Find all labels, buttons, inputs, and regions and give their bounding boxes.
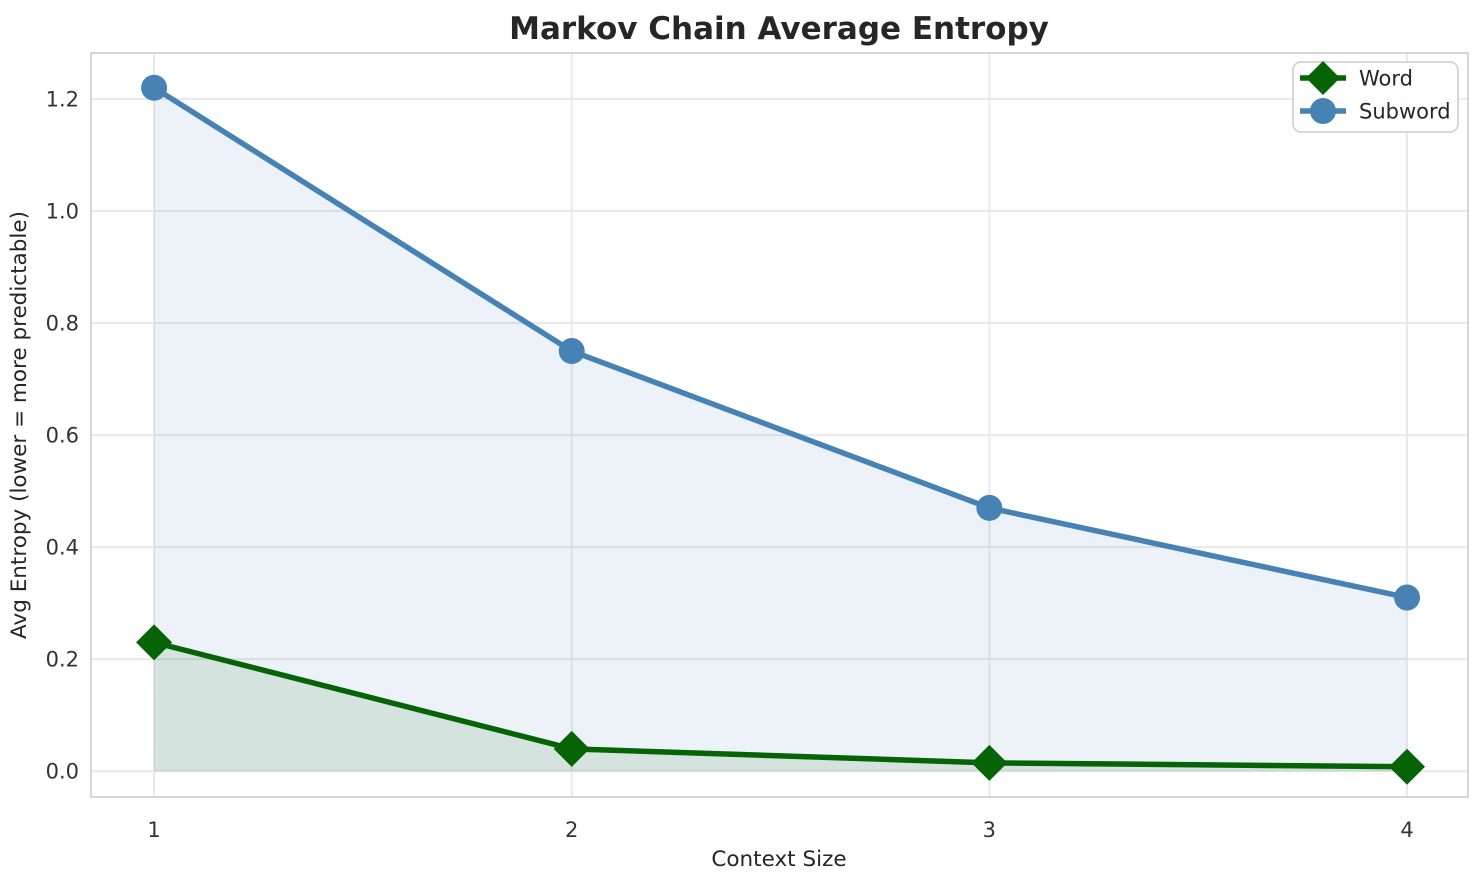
chart-title: Markov Chain Average Entropy: [509, 11, 1049, 47]
subword-series-line: [151, 84, 1410, 601]
legend-item-word: Word: [1300, 61, 1413, 95]
tick-label-layer: 0.0 0.2 0.4 0.6 0.8 1.0 1.2 1 2 3 4: [46, 87, 1414, 842]
plot-spine-layer: [90, 52, 1469, 798]
y-tick-label: 0.8: [46, 312, 79, 336]
x-tick-label: 3: [983, 818, 996, 842]
y-tick-label: 0.4: [46, 536, 79, 560]
word-diamond-marker-icon: [1306, 61, 1340, 95]
word-diamond-marker-icon: [553, 730, 590, 767]
word-diamond-marker-icon: [971, 744, 1008, 781]
x-axis-label: Context Size: [711, 847, 846, 872]
y-tick-label: 1.2: [46, 87, 79, 111]
word-diamond-marker-icon: [136, 624, 173, 661]
word-area-fill: [154, 642, 1408, 772]
subword-circle-marker-icon: [558, 338, 585, 365]
y-tick-label: 0.0: [46, 760, 79, 784]
plot-spine: [90, 52, 1469, 798]
word-diamond-marker-icon: [1389, 748, 1426, 785]
y-tick-label: 0.6: [46, 424, 79, 448]
legend-item-word-label: Word: [1359, 67, 1413, 91]
y-tick-label: 0.2: [46, 648, 79, 672]
legend-item-subword: Subword: [1300, 98, 1451, 124]
subword-circle-marker-icon: [141, 74, 168, 101]
series-line-layer: [151, 84, 1410, 770]
series-marker-layer: [136, 74, 1426, 785]
word-series-line: [151, 639, 1410, 770]
subword-circle-marker-icon: [1310, 98, 1336, 124]
y-tick-label: 1.0: [46, 199, 79, 223]
x-tick-label: 2: [565, 818, 578, 842]
x-tick-label: 1: [147, 818, 160, 842]
subword-circle-marker-icon: [976, 494, 1003, 521]
y-axis-label: Avg Entropy (lower = more predictable): [7, 211, 32, 639]
legend-item-subword-label: Subword: [1359, 100, 1451, 124]
legend: Word Subword: [1292, 61, 1459, 133]
grid-layer: [91, 53, 1468, 797]
subword-circle-marker-icon: [1394, 584, 1421, 611]
x-tick-label: 4: [1400, 818, 1413, 842]
